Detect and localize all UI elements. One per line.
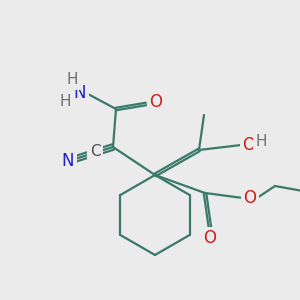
- Text: O: O: [244, 189, 256, 207]
- Text: O: O: [203, 229, 217, 247]
- Text: O: O: [242, 136, 256, 154]
- Text: H: H: [66, 73, 78, 88]
- Text: H: H: [255, 134, 267, 148]
- Text: N: N: [62, 152, 74, 170]
- Text: H: H: [59, 94, 71, 110]
- Text: O: O: [149, 93, 163, 111]
- Text: C: C: [90, 143, 100, 158]
- Text: N: N: [74, 84, 86, 102]
